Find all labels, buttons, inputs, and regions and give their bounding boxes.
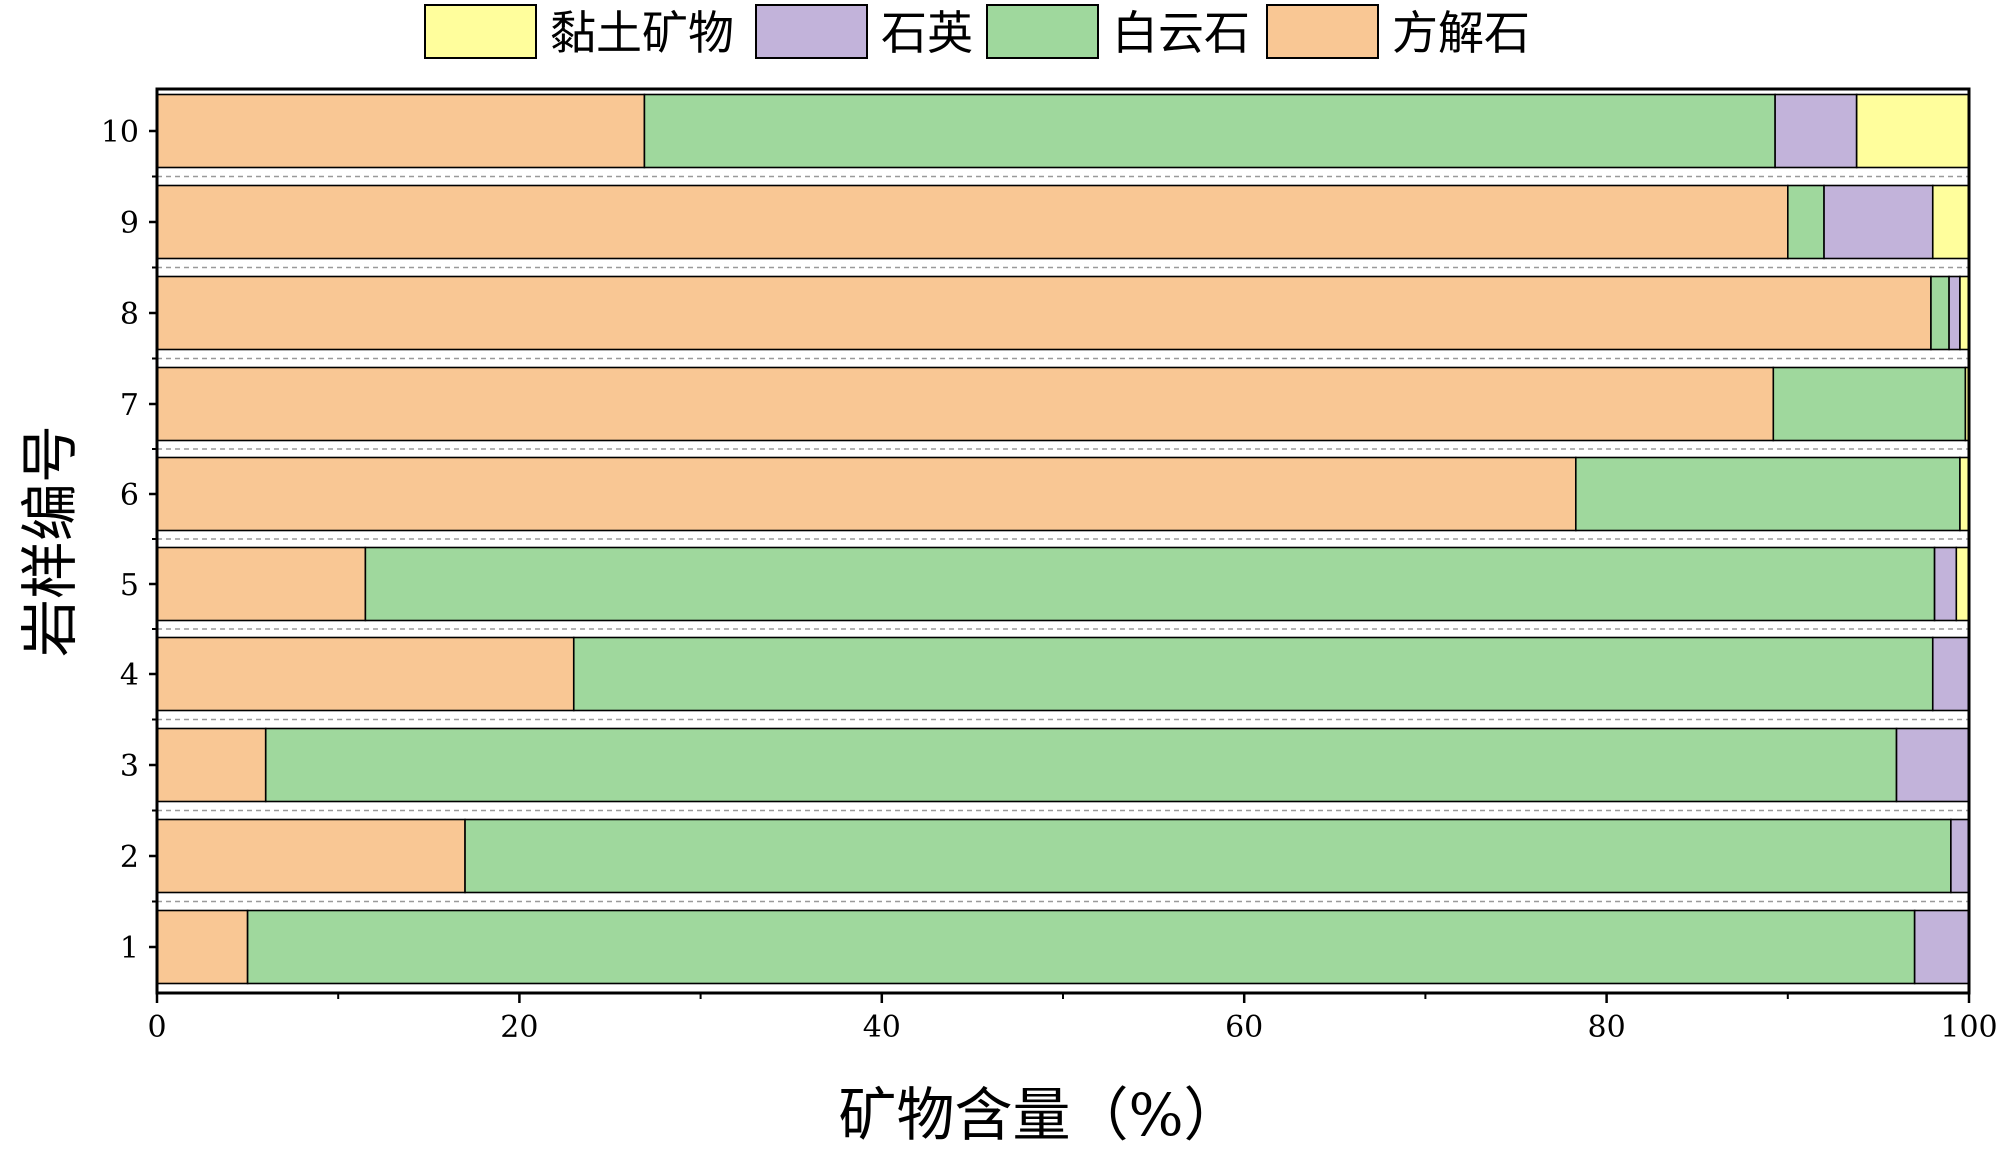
- bar-segment: [1950, 818, 1970, 894]
- bar-segment: [156, 366, 1775, 442]
- bar-segment: [156, 546, 367, 622]
- bar-segment: [1772, 366, 1967, 442]
- bar-segment: [1933, 546, 1958, 622]
- bar-segment: [156, 636, 575, 712]
- bar-segment: [1955, 546, 1970, 622]
- bar-segment: [364, 546, 1936, 622]
- bar-segment: [1823, 184, 1934, 260]
- legend-label: 黏土矿物: [550, 6, 734, 60]
- x-tick-label: 40: [863, 1010, 901, 1045]
- bar-segment: [1895, 727, 1970, 803]
- bar-segment: [1931, 636, 1970, 712]
- x-axis: 0 20 40 60 80 100: [147, 993, 1998, 1045]
- y-tick-label: 9: [120, 206, 139, 241]
- bar-segment: [1787, 184, 1825, 260]
- bar-segment: [1931, 184, 1970, 260]
- bar-segment: [1774, 93, 1858, 169]
- bar-segment: [156, 909, 249, 985]
- y-axis: 1 2 3 4 5 6 7 8 9 10: [101, 115, 157, 966]
- bar-segment: [156, 184, 1789, 260]
- bar-segment: [1913, 909, 1970, 985]
- x-axis-title: 矿物含量（%）: [838, 1081, 1241, 1149]
- legend-label: 方解石: [1392, 6, 1530, 60]
- x-tick-label: 80: [1588, 1010, 1626, 1045]
- y-tick-label: 1: [120, 931, 139, 966]
- y-axis-title: 岩样编号: [16, 425, 84, 657]
- bar-segment: [156, 93, 646, 169]
- bar-segment: [156, 818, 466, 894]
- bar-segment: [1948, 275, 1961, 351]
- bar-segment: [264, 727, 1898, 803]
- y-tick-label: 7: [120, 388, 139, 423]
- legend: 黏土矿物 石英 白云石 方解石: [424, 4, 1530, 60]
- y-tick-label: 8: [120, 297, 139, 332]
- bar-segment: [1930, 275, 1950, 351]
- bar-segment: [156, 456, 1577, 532]
- bar-segment: [464, 818, 1952, 894]
- bars: [156, 93, 1970, 985]
- x-tick-label: 100: [1940, 1010, 1997, 1045]
- bar-segment: [572, 636, 1934, 712]
- legend-swatch: [986, 4, 1099, 59]
- bar-segment: [643, 93, 1776, 169]
- legend-label: 白云石: [1112, 6, 1250, 60]
- bar-segment: [156, 727, 267, 803]
- x-tick-label: 60: [1225, 1010, 1263, 1045]
- y-tick-label: 2: [120, 840, 139, 875]
- y-tick-label: 10: [101, 115, 139, 150]
- legend-swatch: [424, 4, 537, 59]
- bar-segment: [156, 275, 1932, 351]
- bar-segment: [1574, 456, 1961, 532]
- x-tick-label: 0: [147, 1010, 166, 1045]
- legend-label: 石英: [881, 6, 973, 60]
- bar-segment: [246, 909, 1916, 985]
- y-tick-label: 6: [120, 478, 139, 513]
- y-tick-label: 3: [120, 749, 139, 784]
- y-tick-label: 5: [120, 568, 139, 603]
- legend-swatch: [755, 4, 868, 59]
- y-tick-label: 4: [120, 658, 139, 693]
- x-tick-label: 20: [500, 1010, 538, 1045]
- legend-swatch: [1266, 4, 1379, 59]
- bar-segment: [1855, 93, 1970, 169]
